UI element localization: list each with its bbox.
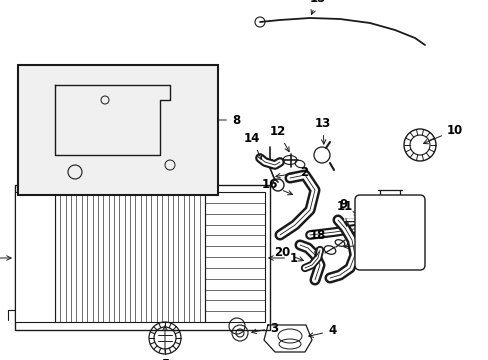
Text: 12: 12 <box>269 125 288 152</box>
Text: 5: 5 <box>161 326 169 360</box>
Text: 15: 15 <box>309 0 325 14</box>
Text: 6: 6 <box>0 252 11 265</box>
Text: 19: 19 <box>343 238 376 252</box>
FancyBboxPatch shape <box>354 195 424 270</box>
Bar <box>18 65 218 195</box>
Text: 18: 18 <box>309 229 325 256</box>
Text: 1: 1 <box>268 252 298 265</box>
Bar <box>204 192 264 322</box>
Text: 3: 3 <box>251 321 278 334</box>
Text: 11: 11 <box>336 200 352 226</box>
Text: 10: 10 <box>423 123 462 144</box>
Text: 4: 4 <box>308 324 336 338</box>
Bar <box>55 192 204 322</box>
Text: 2: 2 <box>275 166 307 179</box>
Text: 9: 9 <box>339 198 358 216</box>
Bar <box>15 185 269 330</box>
Text: 16: 16 <box>261 179 292 195</box>
Bar <box>15 192 55 322</box>
Text: 7: 7 <box>72 163 92 181</box>
Text: 17: 17 <box>353 225 391 238</box>
Text: 20: 20 <box>273 246 303 261</box>
Text: 14: 14 <box>244 132 261 159</box>
Text: 13: 13 <box>314 117 330 144</box>
Text: 8: 8 <box>213 113 240 126</box>
